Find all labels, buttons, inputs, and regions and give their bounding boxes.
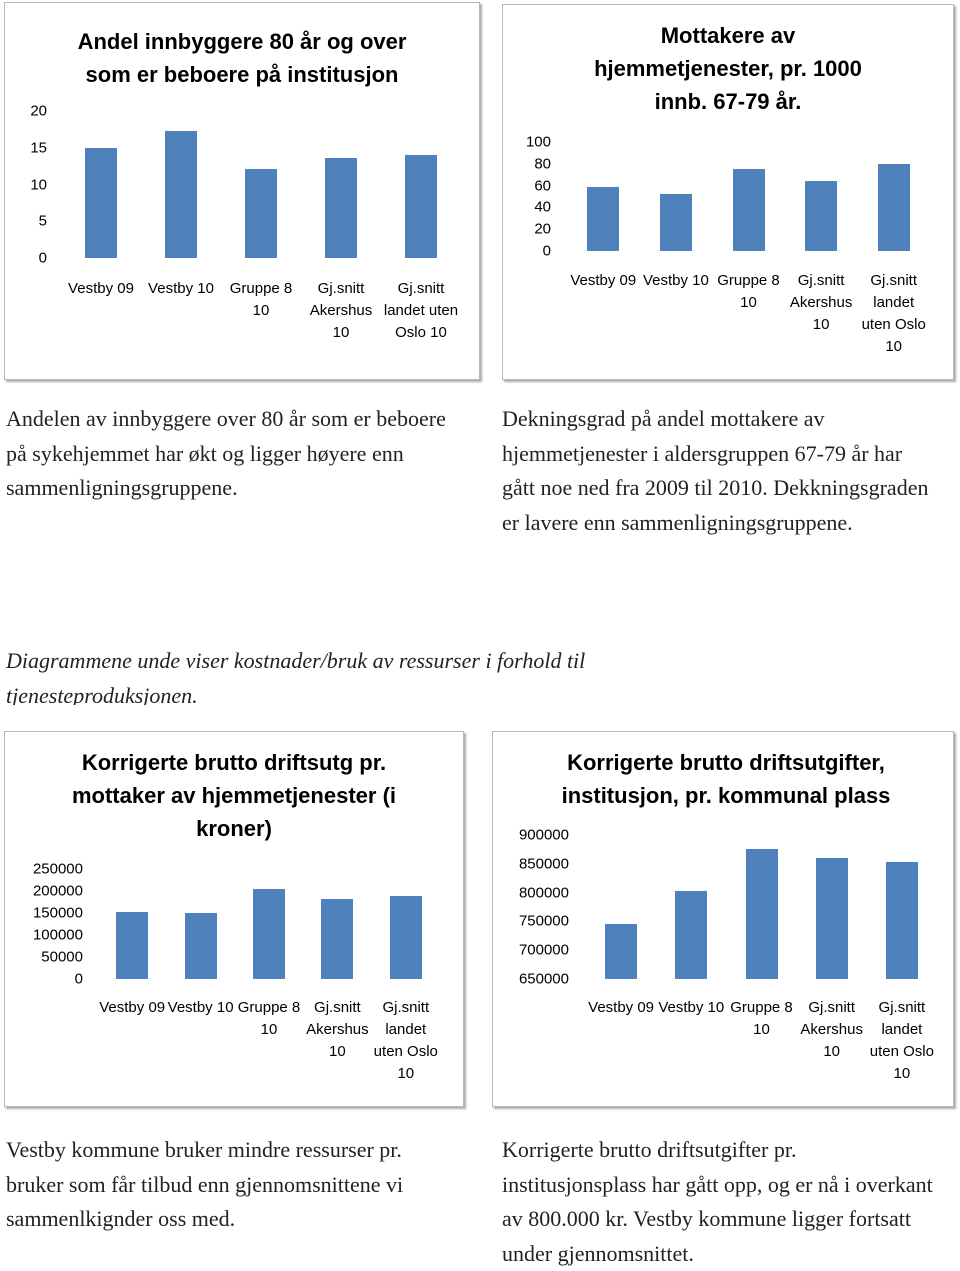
- y-tick-label: 250000: [32, 860, 83, 878]
- y-tick-label: 15: [30, 139, 47, 157]
- y-tick-label: 20: [534, 220, 551, 238]
- y-tick-label: 100: [525, 133, 551, 151]
- y-tick-label: 50000: [41, 948, 83, 966]
- paragraph: Vestby kommune bruker mindre ressurser p…: [6, 1137, 404, 1231]
- x-tick-label: Vestby 09: [588, 999, 655, 1016]
- chart-title: Mottakere av hjemmetjenester, pr. 1000 i…: [594, 23, 862, 114]
- x-tick-label: Vestby 09: [68, 280, 134, 297]
- chart: Mottakere av hjemmetjenester, pr. 1000 i…: [502, 4, 954, 380]
- paragraph: Andelen av innbyggere over 80 år som er …: [6, 406, 446, 500]
- bar: [587, 186, 620, 251]
- y-tick-label: 5: [38, 212, 47, 230]
- x-tick-label: Vestby 10: [658, 999, 725, 1016]
- bar: [184, 913, 217, 979]
- bar: [116, 912, 149, 979]
- bar: [885, 862, 918, 979]
- x-tick-label: Gj.snitt landet uten Oslo 10: [869, 999, 934, 1082]
- x-tick-label: Vestby 09: [99, 999, 166, 1016]
- x-tick-label: Gj.snitt Akershus 10: [309, 280, 373, 341]
- x-tick-label: Gj.snitt Akershus 10: [306, 999, 369, 1060]
- chart-title: Korrigerte brutto driftsutgifter, instit…: [561, 750, 891, 808]
- y-tick-label: 850000: [518, 855, 569, 873]
- x-tick-label: Gj.snitt Akershus 10: [800, 999, 863, 1060]
- bar: [165, 130, 197, 258]
- bar: [877, 163, 910, 251]
- y-tick-label: 20: [30, 102, 47, 120]
- chart: Korrigerte brutto driftsutgifter, instit…: [492, 731, 954, 1107]
- bar: [745, 849, 778, 979]
- x-tick-label: Gj.snitt landet uten Oslo 10: [861, 272, 926, 355]
- chart: Andel innbyggere 80 år og over som er be…: [4, 2, 480, 380]
- chart: Korrigerte brutto driftsutg pr. mottaker…: [4, 731, 464, 1107]
- x-tick-label: Vestby 09: [570, 272, 637, 289]
- x-tick-label: Gj.snitt landet uten Oslo 10: [373, 999, 438, 1082]
- y-tick-label: 80: [534, 155, 551, 173]
- x-tick-label: Gj.snitt Akershus 10: [789, 272, 853, 333]
- x-tick-label: Vestby 10: [148, 280, 214, 297]
- bar: [253, 889, 285, 979]
- y-tick-label: 0: [542, 242, 551, 260]
- y-tick-label: 40: [534, 198, 551, 216]
- bar: [815, 858, 848, 979]
- y-tick-label: 0: [38, 249, 47, 267]
- intro-text: Diagrammene unde viser kostnader/bruk av…: [6, 648, 586, 705]
- y-tick-label: 0: [74, 970, 83, 988]
- x-tick-label: Gj.snitt landet uten Oslo 10: [383, 280, 459, 341]
- y-tick-label: 100000: [32, 926, 83, 944]
- y-tick-label: 650000: [518, 970, 569, 988]
- y-tick-label: 900000: [518, 826, 569, 844]
- bar: [805, 181, 838, 251]
- bar: [605, 924, 638, 979]
- bar: [732, 169, 765, 251]
- bar: [659, 194, 692, 251]
- bar: [675, 891, 708, 979]
- y-tick-label: 200000: [32, 882, 83, 900]
- bar: [245, 169, 277, 258]
- paragraph: Korrigerte brutto driftsutgifter pr. ins…: [502, 1137, 933, 1266]
- paragraph: Dekningsgrad på andel mottakere av hjemm…: [502, 406, 929, 535]
- y-tick-label: 10: [30, 176, 47, 193]
- y-tick-label: 800000: [518, 884, 569, 902]
- y-tick-label: 750000: [518, 912, 569, 930]
- y-tick-label: 700000: [518, 941, 569, 959]
- bar: [325, 158, 357, 258]
- chart-title: Andel innbyggere 80 år og over som er be…: [77, 29, 407, 87]
- x-tick-label: Gruppe 8 10: [717, 272, 780, 311]
- bar: [405, 155, 437, 258]
- bar: [389, 895, 422, 979]
- x-tick-label: Gruppe 8 10: [229, 280, 293, 319]
- y-tick-label: 150000: [32, 904, 83, 922]
- x-tick-label: Vestby 10: [642, 272, 709, 289]
- bar: [85, 147, 117, 258]
- x-tick-label: Vestby 10: [167, 999, 234, 1016]
- x-tick-label: Gruppe 8 10: [237, 999, 301, 1038]
- bar: [321, 898, 354, 979]
- x-tick-label: Gruppe 8 10: [730, 999, 793, 1038]
- y-tick-label: 60: [534, 177, 551, 195]
- chart-title: Korrigerte brutto driftsutg pr. mottaker…: [71, 750, 397, 841]
